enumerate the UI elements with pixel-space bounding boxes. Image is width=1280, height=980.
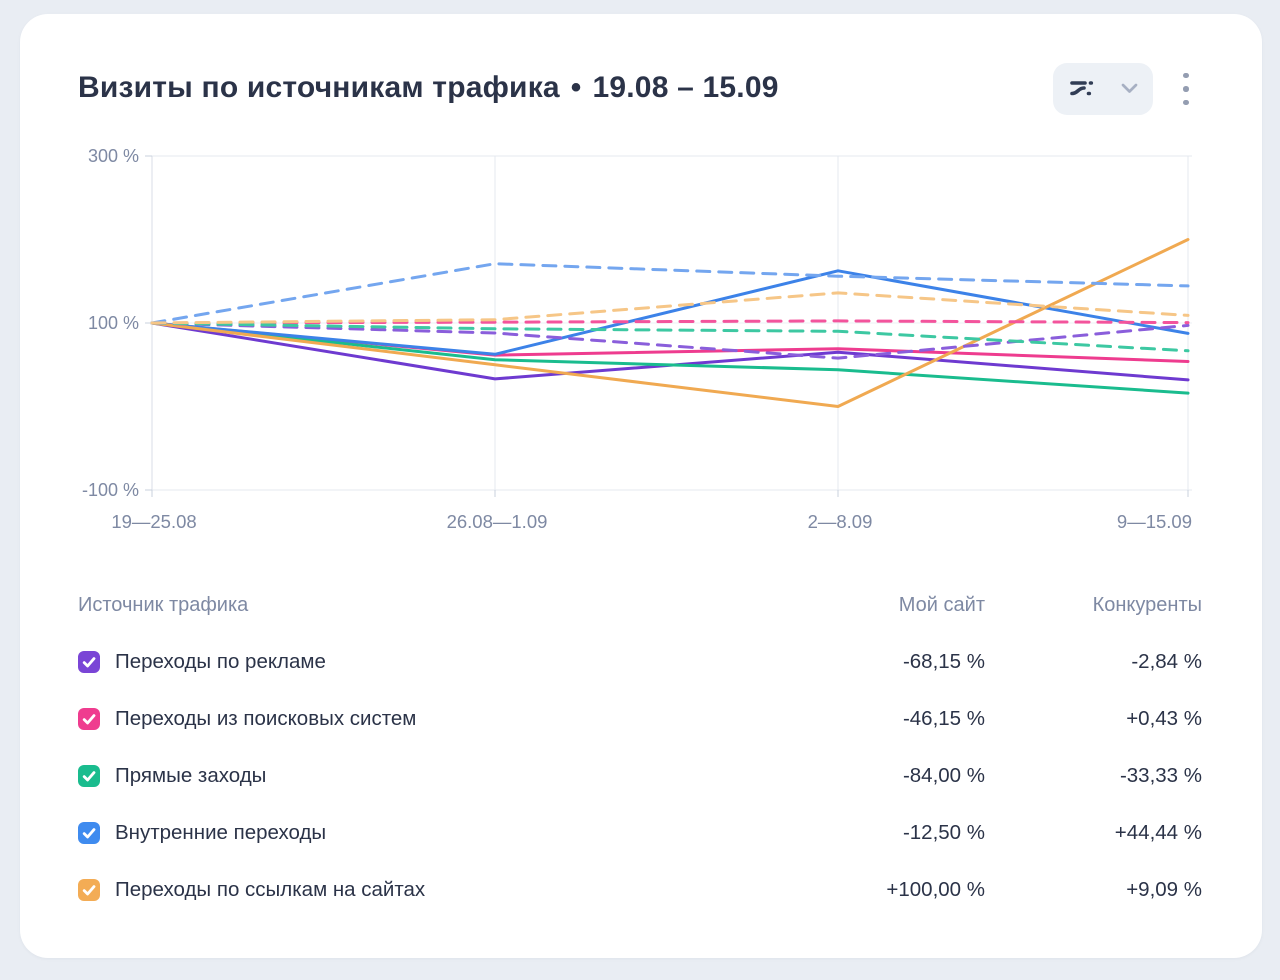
legend-row[interactable]: Прямые заходы -84,00 % -33,33 %: [78, 747, 1202, 804]
series-checkbox[interactable]: [78, 707, 100, 730]
widget-card: Визиты по источникам трафика • 19.08 – 15.…: [20, 14, 1262, 958]
check-icon: [82, 656, 96, 667]
chevron-down-icon: [1121, 82, 1138, 97]
y-tick-label: 300 %: [88, 146, 139, 166]
legend-row[interactable]: Внутренние переходы -12,50 % +44,44 %: [78, 804, 1202, 861]
series-line: [150, 269, 1190, 356]
series-checkbox[interactable]: [78, 764, 100, 787]
chart-type-icon: [1069, 76, 1095, 103]
series-line: [150, 321, 1190, 353]
x-tick-label: 2—8.09: [808, 511, 873, 532]
more-menu-button[interactable]: [1169, 63, 1203, 115]
col-header-competitors: Конкуренты: [1092, 593, 1202, 616]
chart-type-button[interactable]: [1053, 63, 1153, 115]
competitors-value: +44,44 %: [1114, 820, 1202, 844]
check-icon: [82, 713, 96, 724]
competitors-value: +9,09 %: [1126, 877, 1202, 901]
legend-row-label: Переходы из поисковых систем: [115, 706, 417, 730]
title-separator: •: [570, 71, 582, 104]
series-checkbox[interactable]: [78, 878, 100, 901]
col-header-my-site: Мой сайт: [898, 593, 985, 616]
traffic-chart[interactable]: 300 % 100 % -100 % 19—25.08 26.08—1.09 2—8.09…: [78, 140, 1202, 540]
series-line: [150, 321, 1190, 395]
legend-row-label: Прямые заходы: [115, 763, 267, 787]
col-header-source: Источник трафика: [78, 593, 249, 616]
my-site-value: -68,15 %: [902, 649, 985, 673]
y-tick-label: -100 %: [82, 480, 139, 500]
legend-row-label: Переходы по рекламе: [115, 649, 326, 673]
series-line: [150, 291, 1190, 325]
legend-row-label: Внутренние переходы: [115, 820, 327, 844]
my-site-value: -12,50 %: [902, 820, 985, 844]
legend-row[interactable]: Переходы из поисковых систем -46,15 % +0…: [78, 690, 1202, 747]
page-title: Визиты по источникам трафика • 19.08 – 15.…: [78, 71, 779, 105]
check-icon: [82, 884, 96, 895]
x-tick-label: 9—15.09: [1117, 511, 1192, 532]
legend-row[interactable]: Переходы по ссылкам на сайтах +100,00 % …: [78, 861, 1202, 918]
y-tick-label: 100 %: [88, 313, 139, 333]
legend-table: Источник трафика Мой сайт Конкуренты Пер…: [78, 587, 1202, 918]
title-period: 19.08 – 15.09: [592, 71, 779, 104]
series-line: [150, 262, 1190, 325]
x-tick-label: 19—25.08: [111, 511, 196, 532]
competitors-value: +0,43 %: [1126, 706, 1202, 730]
my-site-value: -46,15 %: [902, 706, 985, 730]
my-site-value: +100,00 %: [886, 877, 985, 901]
series-checkbox[interactable]: [78, 650, 100, 673]
competitors-value: -2,84 %: [1131, 649, 1202, 673]
kebab-icon: [1183, 72, 1189, 79]
legend-rows: Переходы по рекламе -68,15 % -2,84 % Пер…: [78, 633, 1202, 918]
series-line: [150, 319, 1190, 325]
legend-table-header: Источник трафика Мой сайт Конкуренты: [78, 587, 1202, 623]
title-text: Визиты по источникам трафика: [78, 71, 560, 104]
legend-row-label: Переходы по ссылкам на сайтах: [115, 877, 426, 901]
legend-row[interactable]: Переходы по рекламе -68,15 % -2,84 %: [78, 633, 1202, 690]
check-icon: [82, 827, 96, 838]
my-site-value: -84,00 %: [902, 763, 985, 787]
check-icon: [82, 770, 96, 781]
x-tick-label: 26.08—1.09: [447, 511, 548, 532]
competitors-value: -33,33 %: [1119, 763, 1202, 787]
series-checkbox[interactable]: [78, 821, 100, 844]
